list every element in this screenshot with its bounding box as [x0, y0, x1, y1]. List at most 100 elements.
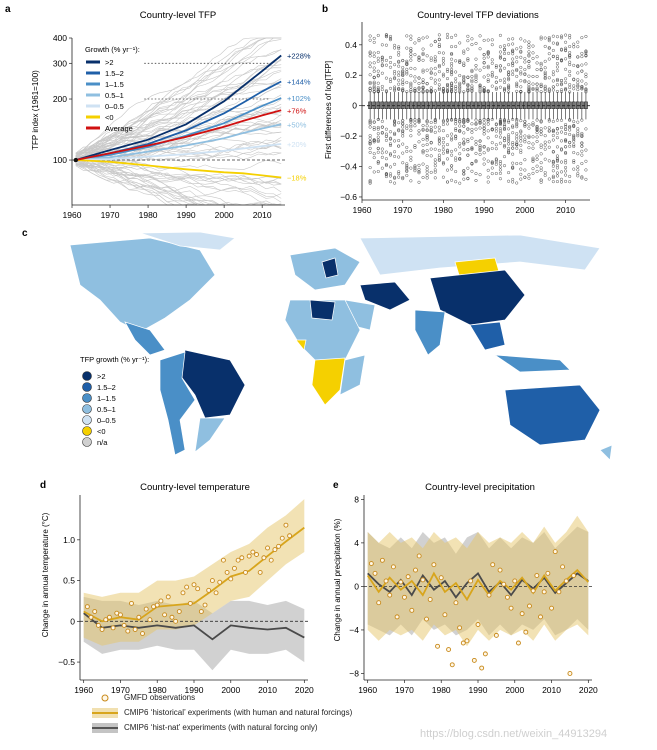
- gmfd-observation-point: [176, 609, 182, 614]
- outlier-point: [531, 146, 535, 150]
- outlier-point: [580, 69, 584, 73]
- outlier-point: [539, 119, 543, 123]
- panel-b-ylabel: First differences of log[TFP]: [324, 61, 333, 159]
- outlier-point: [498, 168, 502, 172]
- outlier-point: [507, 139, 511, 143]
- series-end-label: −18%: [287, 174, 307, 183]
- outlier-point: [478, 144, 482, 148]
- outlier-point: [539, 120, 543, 124]
- outlier-point: [474, 63, 478, 68]
- map-region-west-africa-yellow: [295, 339, 307, 351]
- outlier-point: [368, 166, 372, 170]
- outlier-point: [445, 134, 450, 138]
- outlier-point: [470, 70, 474, 74]
- d-x-tick-label: 2020: [295, 685, 314, 695]
- outlier-point: [564, 151, 568, 155]
- outlier-point: [401, 87, 405, 91]
- outlier-point: [458, 86, 462, 90]
- outlier-point: [368, 141, 372, 145]
- outlier-point: [372, 138, 376, 142]
- panel-b: b Country-level TFP deviations First dif…: [322, 4, 590, 215]
- outlier-point: [551, 133, 555, 138]
- outlier-point: [555, 166, 559, 170]
- outlier-point: [474, 73, 478, 77]
- country-tfp-line: [75, 111, 282, 160]
- outlier-point: [445, 88, 450, 92]
- outlier-point: [421, 58, 425, 62]
- b-y-tick-label: 0.4: [345, 40, 357, 50]
- outlier-point: [482, 121, 486, 125]
- gmfd-observation-point: [431, 562, 437, 568]
- outlier-point: [555, 65, 559, 69]
- outlier-point: [454, 122, 458, 126]
- a-x-tick-label: 2000: [215, 210, 234, 220]
- gmfd-observation-point: [92, 609, 98, 614]
- outlier-point: [421, 123, 425, 128]
- outlier-point: [539, 166, 543, 170]
- outlier-point: [458, 85, 462, 89]
- outlier-point: [486, 129, 490, 133]
- outlier-point: [474, 80, 478, 84]
- outlier-point: [584, 34, 588, 39]
- outlier-point: [417, 140, 421, 144]
- outlier-point: [515, 142, 519, 146]
- b-x-tick-label: 1960: [353, 205, 372, 215]
- outlier-point: [388, 165, 393, 169]
- outlier-point: [572, 119, 576, 124]
- outlier-point: [454, 59, 458, 63]
- outlier-point: [368, 140, 372, 144]
- outlier-point: [454, 148, 458, 152]
- outlier-point: [539, 129, 543, 134]
- outlier-point: [425, 170, 429, 174]
- outlier-point: [462, 177, 466, 181]
- outlier-point: [376, 132, 380, 136]
- outlier-point: [547, 145, 551, 149]
- outlier-point: [507, 133, 511, 137]
- outlier-point: [441, 129, 445, 133]
- b-x-tick-label: 2000: [515, 205, 534, 215]
- outlier-point: [458, 157, 462, 161]
- outlier-point: [413, 167, 417, 171]
- outlier-point: [531, 159, 535, 163]
- outlier-point: [490, 70, 494, 74]
- outlier-point: [535, 157, 539, 161]
- outlier-point: [515, 84, 519, 88]
- outlier-point: [376, 160, 380, 164]
- outlier-point: [572, 78, 576, 82]
- gmfd-observation-point: [460, 640, 466, 646]
- outlier-point: [441, 59, 445, 63]
- outlier-point: [531, 142, 535, 146]
- outlier-point: [515, 141, 519, 145]
- map-legend-title: TFP growth (% yr⁻¹):: [80, 355, 149, 364]
- outlier-point: [393, 181, 397, 185]
- outlier-point: [441, 74, 445, 78]
- map-region-central-america: [124, 321, 166, 356]
- bottom-legend-item: GMFD observations: [92, 690, 592, 705]
- outlier-point: [564, 40, 568, 44]
- outlier-point: [515, 81, 519, 85]
- outlier-point: [507, 87, 511, 91]
- outlier-point: [568, 44, 572, 49]
- outlier-point: [433, 89, 437, 93]
- outlier-point: [551, 34, 555, 38]
- outlier-point: [507, 146, 511, 150]
- outlier-point: [502, 87, 507, 92]
- gmfd-observation-point: [279, 535, 285, 541]
- outlier-point: [498, 177, 502, 181]
- outlier-point: [551, 119, 555, 124]
- outlier-point: [405, 61, 409, 65]
- outlier-point: [450, 153, 454, 157]
- outlier-point: [421, 137, 425, 141]
- outlier-point: [539, 133, 543, 137]
- outlier-point: [474, 77, 478, 81]
- e-x-tick-label: 1990: [469, 685, 488, 695]
- outlier-point: [417, 81, 421, 86]
- outlier-point: [572, 134, 576, 139]
- outlier-point: [405, 63, 409, 67]
- outlier-point: [547, 119, 551, 123]
- outlier-point: [437, 153, 441, 157]
- outlier-point: [482, 38, 486, 42]
- outlier-point: [498, 162, 502, 166]
- gmfd-observation-point: [438, 575, 444, 581]
- outlier-point: [547, 126, 551, 130]
